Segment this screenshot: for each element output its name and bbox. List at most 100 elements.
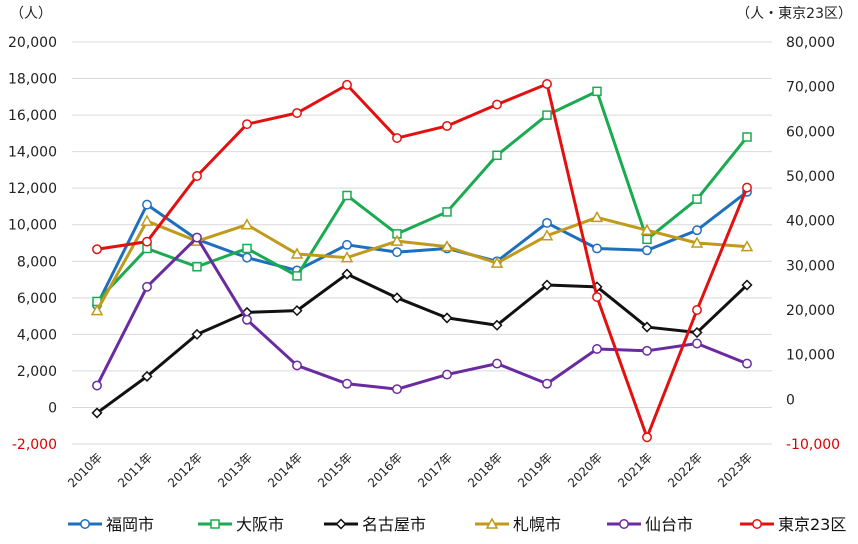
data-point [140,214,154,226]
series-6 [92,79,752,443]
legend-item: 仙台市 [607,515,693,534]
data-point [342,378,352,389]
legend-item: 札幌市 [475,515,561,534]
left-tick-label: 16,000 [8,108,57,124]
legend-marker [752,519,762,529]
data-point [642,345,652,356]
right-tick-label: 70,000 [786,80,835,96]
data-point [692,305,702,315]
data-point [492,99,502,110]
data-point [292,108,302,118]
legend-label: 仙台市 [645,515,693,534]
series-3 [91,268,753,419]
data-point [91,407,103,419]
right-tick-label: 10,000 [786,348,835,364]
data-point [242,252,252,263]
data-point [90,304,104,316]
legend-label: 大阪市 [236,515,284,534]
data-point [142,236,152,247]
data-point [92,380,102,391]
legend-label: 福岡市 [106,515,154,534]
data-point [742,182,752,193]
right-tick-label: -10,000 [786,437,840,453]
data-point [642,432,652,443]
left-axis-ticks: -2,000 0 2,000 4,000 6,000 8,000 10,000 12,000 1… [8,35,57,453]
right-tick-label: 60,000 [786,124,835,140]
data-point [690,236,704,248]
series-line [95,215,748,312]
x-tick-label: 2019年 [515,450,555,490]
series-2 [92,86,752,307]
data-point [642,245,652,256]
data-point [392,247,402,258]
data-point [292,360,302,371]
data-point [740,240,754,252]
data-point [442,207,452,217]
data-point [441,312,453,324]
left-axis-unit-label: （人） [10,6,52,22]
legend-marker [619,519,629,529]
left-tick-label: -2,000 [12,437,57,453]
data-point [341,268,353,280]
left-tick-label: 12,000 [8,181,57,197]
data-point [291,305,303,317]
data-point [642,234,652,245]
data-point [640,223,654,235]
x-tick-label: 2012年 [165,450,205,490]
right-axis-unit-label: （人・東京23区） [736,6,852,22]
data-point [592,344,602,354]
left-tick-label: 10,000 [8,218,57,234]
left-tick-label: 20,000 [8,35,57,51]
data-point [641,321,653,333]
data-point [340,251,354,263]
data-point [742,132,752,142]
series-line [95,236,748,391]
data-point [542,378,552,389]
legend-item: 名古屋市 [324,515,426,534]
legend-label: 東京23区 [778,515,846,534]
left-tick-label: 0 [48,400,57,416]
data-point [392,133,402,143]
data-point [240,218,254,230]
data-point [541,279,553,291]
data-point [692,194,702,204]
legend-item: 大阪市 [198,515,284,534]
right-tick-label: 0 [786,392,795,408]
legend-marker [80,519,90,529]
x-tick-label: 2014年 [265,450,305,490]
data-point [342,239,352,250]
data-point [292,271,302,281]
x-tick-label: 2017年 [415,450,455,490]
left-tick-label: 2,000 [17,364,57,380]
data-point [542,79,552,89]
series-line [95,89,749,303]
data-point [192,171,202,181]
series-1 [92,186,752,311]
right-tick-label: 20,000 [786,303,835,319]
legend-label: 名古屋市 [362,515,426,534]
data-point [692,338,702,349]
data-point [490,256,504,268]
left-tick-label: 6,000 [17,291,57,307]
legend-item: 東京23区 [740,515,846,534]
x-tick-label: 2023年 [715,450,755,490]
right-tick-label: 40,000 [786,214,835,230]
x-tick-label: 2021年 [615,450,655,490]
x-tick-label: 2015年 [315,450,355,490]
left-tick-label: 18,000 [8,72,57,88]
data-point [290,247,304,259]
right-tick-label: 80,000 [786,35,835,51]
data-point [742,358,752,369]
data-point [390,234,404,246]
data-point [142,199,152,210]
data-point [342,190,352,201]
data-point [442,369,452,380]
data-point [542,110,552,120]
x-tick-label: 2016年 [365,450,405,490]
data-point [142,281,152,292]
x-tick-label: 2020年 [565,450,605,490]
data-point [592,243,602,254]
data-point [92,244,102,255]
x-tick-label: 2011年 [115,450,155,490]
